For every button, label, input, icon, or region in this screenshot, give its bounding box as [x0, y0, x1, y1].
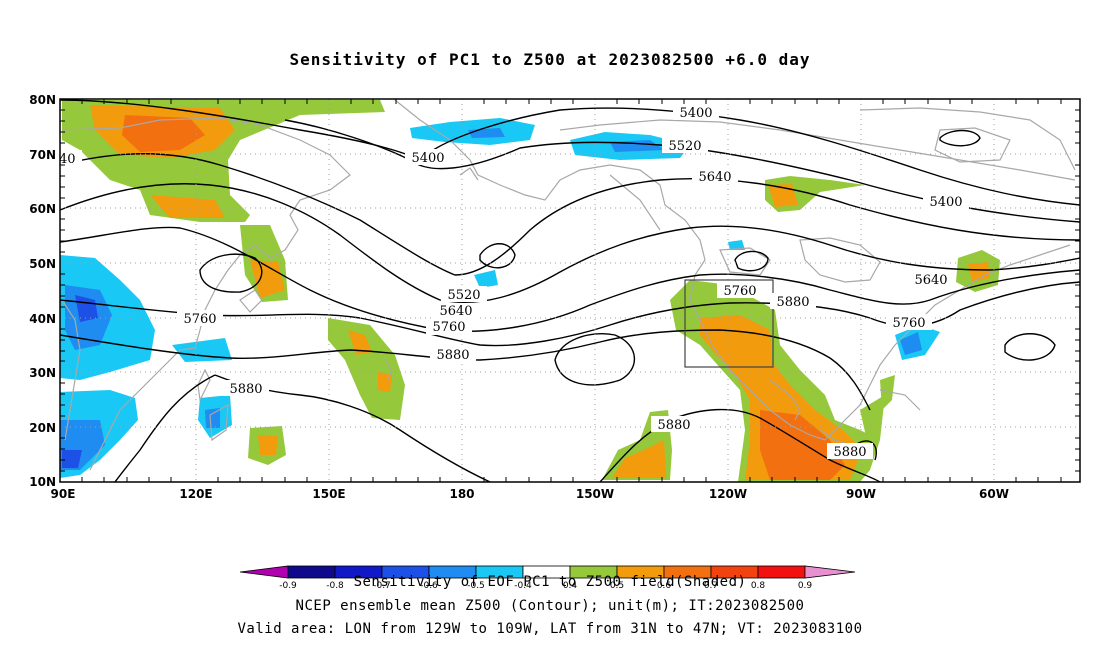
colorbar-tick: -0.7 [373, 581, 391, 591]
colorbar-tick: 0.8 [751, 581, 766, 591]
longitude-labels: 90E 120E 150E 180 150W 120W 90W 60W [51, 487, 1009, 501]
colorbar-tick: -0.5 [467, 581, 485, 591]
colorbar-tick: 0.7 [704, 581, 718, 591]
latitude-labels: 80N 70N 60N 50N 40N 30N 20N 10N [29, 93, 56, 489]
lon-label: 90W [846, 487, 876, 501]
contour-label: 5880 [776, 295, 809, 310]
lat-label: 70N [29, 148, 56, 162]
contour-label: 5640 [698, 170, 731, 185]
contour-label: 5400 [679, 106, 712, 121]
contour-label: 5760 [723, 284, 756, 299]
lat-label: 30N [29, 366, 56, 380]
lat-label: 50N [29, 257, 56, 271]
map-title: Sensitivity of PC1 to Z500 at 2023082500… [289, 50, 811, 69]
contour-label: 5640 [42, 152, 75, 167]
map-panel: 5400 5520 5400 5640 5400 5640 5640 5520 … [29, 93, 1081, 501]
colorbar-tick: -0.4 [514, 581, 532, 591]
caption-shading: Sensitivity of EOF PC1 to Z500 field(Sha… [353, 574, 747, 590]
colorbar-tick: 0.9 [798, 581, 813, 591]
contour-label: 5640 [439, 304, 472, 319]
colorbar-tick: 0.6 [657, 581, 672, 591]
lon-label: 120W [709, 487, 747, 501]
contour-label: 5880 [436, 348, 469, 363]
contour-label: 5760 [892, 316, 925, 331]
lon-label: 150E [312, 487, 345, 501]
contour-label: 5400 [411, 151, 444, 166]
colorbar-tick: 0.4 [563, 581, 578, 591]
colorbar: -0.9 -0.8 -0.7 -0.6 -0.5 -0.4 0.4 0.5 0.… [240, 565, 856, 591]
caption-valid-area: Valid area: LON from 129W to 109W, LAT f… [237, 621, 863, 637]
lat-label: 20N [29, 421, 56, 435]
contour-label: 5880 [657, 418, 690, 433]
caption-contour: NCEP ensemble mean Z500 (Contour); unit(… [295, 598, 805, 614]
lat-label: 80N [29, 93, 56, 107]
colorbar-tick: -0.8 [326, 581, 344, 591]
contour-label: 5760 [432, 320, 465, 335]
contour-labels: 5400 5520 5400 5640 5400 5640 5640 5520 … [42, 104, 969, 460]
contour-label: 5760 [183, 312, 216, 327]
valid-area-box [684, 279, 774, 368]
colorbar-tick: 0.5 [610, 581, 624, 591]
colorbar-tick: -0.6 [420, 581, 438, 591]
lat-label: 10N [29, 475, 56, 489]
contour-label: 5880 [833, 445, 866, 460]
lon-label: 60W [979, 487, 1009, 501]
lon-label: 180 [449, 487, 474, 501]
lat-label: 60N [29, 202, 56, 216]
contour-label: 5400 [929, 195, 962, 210]
contour-label: 5880 [229, 382, 262, 397]
lon-label: 120E [179, 487, 212, 501]
contour-label: 5640 [914, 273, 947, 288]
lon-label: 90E [51, 487, 76, 501]
axis-ticks [60, 99, 1080, 482]
colorbar-right-arrow [804, 565, 856, 579]
lat-label: 40N [29, 312, 56, 326]
colorbar-tick: -0.9 [279, 581, 297, 591]
map-frame [59, 98, 1081, 483]
lon-label: 150W [576, 487, 614, 501]
contour-label: 5520 [668, 139, 701, 154]
contour-label: 5520 [447, 288, 480, 303]
